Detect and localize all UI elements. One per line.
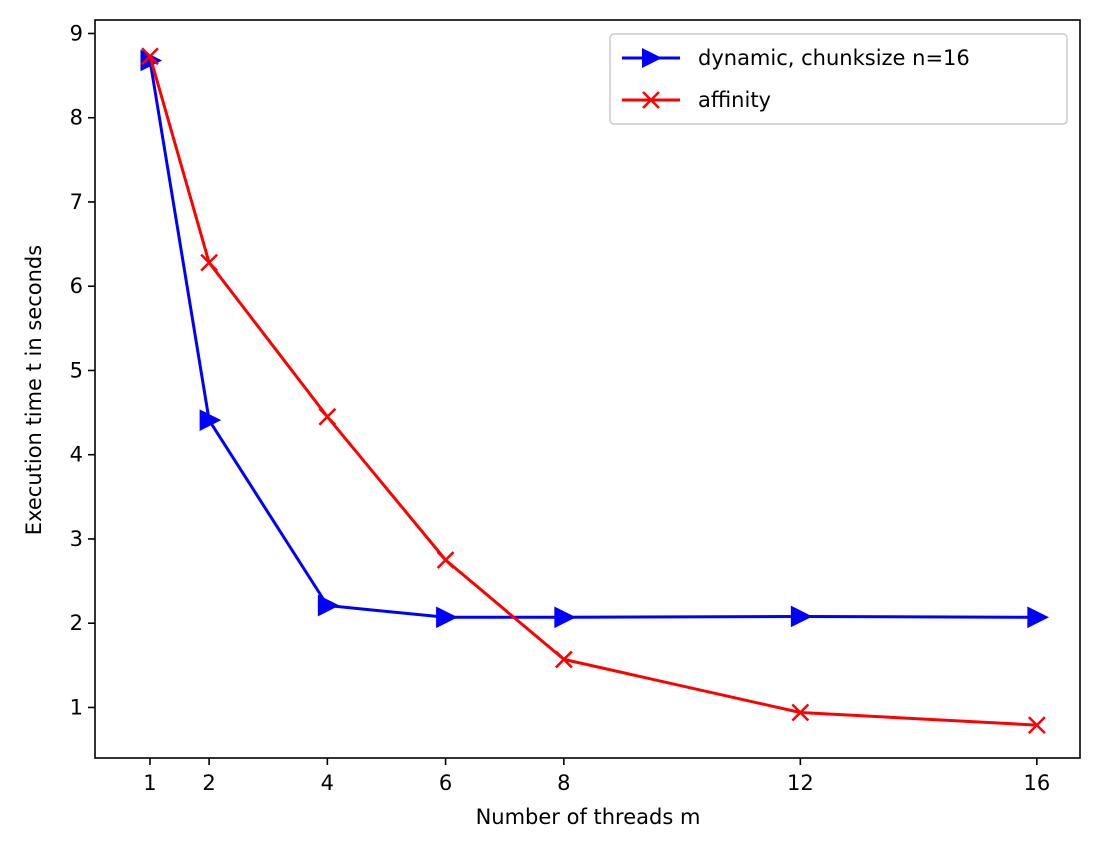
x-tick-label: 2: [202, 771, 215, 795]
x-tick-label: 4: [321, 771, 334, 795]
data-point-stroke: [318, 407, 337, 426]
y-axis-label: Execution time t in seconds: [22, 245, 46, 535]
x-tick-label: 6: [439, 771, 452, 795]
y-tick-label: 9: [70, 21, 83, 45]
x-tick-label: 16: [1023, 771, 1050, 795]
legend-marker-x: [642, 91, 660, 109]
x-tick-label: 12: [787, 771, 814, 795]
data-point: [436, 551, 455, 569]
data-point-stroke: [554, 650, 573, 669]
data-point-stroke: [436, 551, 455, 569]
legend-marker-stroke: [642, 91, 660, 109]
data-point: [317, 594, 340, 617]
data-point-stroke: [200, 253, 218, 272]
plot-area: [140, 47, 1049, 735]
data-point: [791, 703, 810, 722]
data-point: [199, 409, 222, 431]
legend: dynamic, chunksize n=16 affinity: [609, 33, 1068, 125]
y-tick-label: 6: [70, 274, 83, 298]
legend-box: [609, 33, 1068, 125]
x-tick-label: 1: [143, 771, 156, 795]
y-tick-label: 3: [70, 527, 83, 551]
data-point-stroke: [791, 703, 810, 722]
plot-frame: [94, 19, 1081, 759]
y-tick-label: 7: [70, 190, 83, 214]
x-axis-label: Number of threads m: [476, 805, 701, 829]
data-point: [1027, 606, 1049, 629]
data-point: [1027, 716, 1046, 735]
data-point-stroke: [1027, 716, 1046, 735]
data-point: [790, 605, 813, 628]
x-tick-label: 8: [557, 771, 570, 795]
y-tick-label: 8: [70, 106, 83, 130]
data-point: [318, 407, 337, 426]
data-point: [141, 47, 159, 66]
data-point: [436, 606, 458, 629]
legend-label-2: affinity: [698, 88, 771, 112]
legend-marker-triangle: [642, 48, 662, 68]
y-tick-label: 1: [70, 695, 83, 719]
y-tick-label: 5: [70, 358, 83, 382]
legend-label-1: dynamic, chunksize n=16: [698, 46, 970, 70]
data-point: [200, 253, 218, 272]
data-point: [554, 650, 573, 669]
data-point: [554, 606, 576, 629]
data-point-stroke: [141, 47, 159, 66]
y-tick-label: 4: [70, 443, 83, 467]
y-tick-label: 2: [70, 611, 83, 635]
